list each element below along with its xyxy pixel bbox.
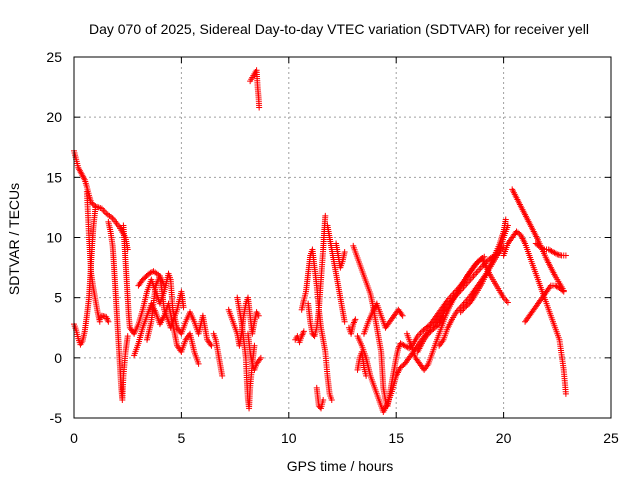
data-point (479, 254, 486, 261)
y-tick-label: 15 (46, 169, 62, 185)
data-point (300, 328, 307, 335)
y-tick-label: 5 (54, 290, 62, 306)
data-point (539, 245, 546, 252)
data-points (71, 67, 569, 415)
x-tick-label: 10 (281, 430, 297, 446)
data-point (560, 288, 567, 295)
y-tick-label: 10 (46, 230, 62, 246)
data-point (219, 372, 226, 379)
y-tick-label: -5 (50, 410, 63, 426)
data-point (208, 342, 215, 349)
data-point (502, 216, 509, 223)
data-point (92, 204, 99, 211)
data-point (105, 318, 112, 325)
y-axis-title: SDTVAR / TECUs (6, 183, 22, 295)
data-point (399, 312, 406, 319)
data-point (180, 304, 187, 311)
data-point (464, 301, 471, 308)
data-point (124, 333, 131, 340)
data-point (341, 248, 348, 255)
data-point (257, 354, 264, 361)
data-point (328, 396, 335, 403)
data-point (552, 250, 559, 257)
x-tick-label: 20 (496, 430, 512, 446)
y-tick-label: 25 (46, 49, 62, 65)
data-point (481, 253, 488, 260)
data-point (562, 252, 569, 259)
data-point (440, 312, 447, 319)
data-point (400, 362, 407, 369)
data-point (251, 342, 258, 349)
data-point (320, 396, 327, 403)
x-tick-label: 0 (70, 430, 78, 446)
y-tick-labels: -5 0 5 10 15 20 25 (46, 49, 62, 426)
x-tick-labels: 0 5 10 15 20 25 (70, 430, 619, 446)
y-tick-label: 0 (54, 350, 62, 366)
data-point (559, 287, 566, 294)
data-point (195, 360, 202, 367)
x-tick-label: 15 (388, 430, 404, 446)
data-point (562, 390, 569, 397)
axis-ticks (73, 56, 612, 419)
chart-title: Day 070 of 2025, Sidereal Day-to-day VTE… (89, 21, 589, 37)
data-point (161, 282, 168, 289)
y-tick-label: 20 (46, 109, 62, 125)
data-point (352, 316, 359, 323)
x-tick-label: 25 (603, 430, 619, 446)
data-point (322, 212, 329, 219)
data-point (504, 299, 511, 306)
data-point (255, 312, 262, 319)
data-point (256, 104, 263, 111)
x-tick-label: 5 (178, 430, 186, 446)
data-point (341, 318, 348, 325)
x-axis-title: GPS time / hours (287, 458, 394, 474)
